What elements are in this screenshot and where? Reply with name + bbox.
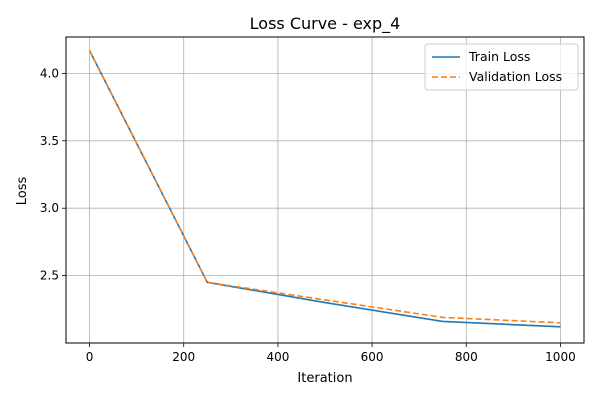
plot-area-frame xyxy=(65,36,585,344)
x-tick-label: 0 xyxy=(86,350,94,364)
x-tick-label: 1000 xyxy=(545,350,576,364)
axis-ticks: 0 200 400 600 800 1000 2.5 3.0 3.5 4.0 xyxy=(40,66,576,364)
legend-box xyxy=(424,43,579,91)
y-axis-label: Loss xyxy=(15,177,30,206)
x-tick-label: 600 xyxy=(361,350,384,364)
legend: Train Loss Validation Loss xyxy=(424,43,579,91)
legend-label-validation-loss: Validation Loss xyxy=(469,69,562,84)
series-lines xyxy=(88,50,561,328)
y-tick-label: 2.5 xyxy=(40,269,59,283)
chart-title: Loss Curve - exp_4 xyxy=(250,14,401,34)
legend-label-train-loss: Train Loss xyxy=(468,49,530,64)
y-tick-label: 4.0 xyxy=(40,66,59,80)
x-tick-label: 800 xyxy=(455,350,478,364)
x-tick-label: 200 xyxy=(172,350,195,364)
series-line-validation-loss xyxy=(88,50,561,324)
y-tick-label: 3.5 xyxy=(40,134,59,148)
x-tick-label: 400 xyxy=(266,350,289,364)
x-axis-label: Iteration xyxy=(297,371,352,386)
y-tick-label: 3.0 xyxy=(40,201,59,215)
